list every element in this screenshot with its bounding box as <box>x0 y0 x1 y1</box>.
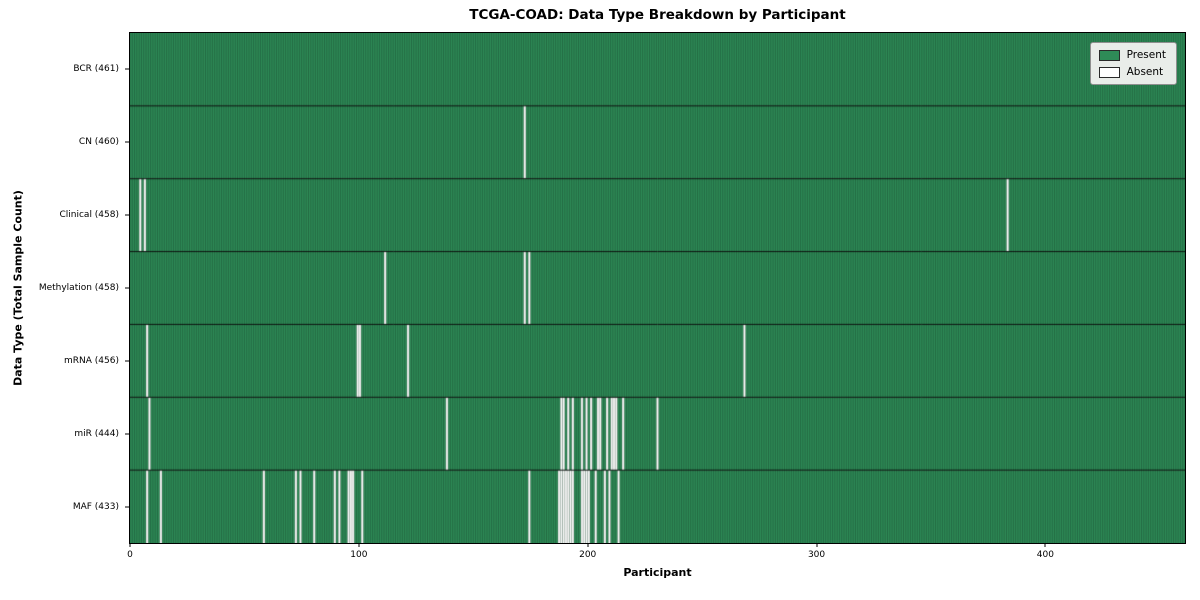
x-axis-label: Participant <box>623 566 692 579</box>
legend-item-present: Present <box>1098 49 1166 61</box>
y-tick-mark <box>125 214 129 216</box>
legend-item-absent: Absent <box>1098 66 1166 78</box>
legend-absent-label: Absent <box>1126 66 1164 78</box>
legend: Present Absent <box>1089 42 1177 85</box>
x-tick-mark <box>816 543 818 547</box>
x-tick-label: 400 <box>1036 550 1054 560</box>
present-swatch-icon <box>1098 49 1120 61</box>
x-tick-label: 0 <box>127 550 133 560</box>
y-tick-mark <box>125 68 129 70</box>
y-tick-label: CN (460) <box>78 137 119 148</box>
y-tick-mark <box>125 433 129 435</box>
y-tick-mark <box>125 287 129 289</box>
plot-area <box>128 31 1186 544</box>
y-tick-label: BCR (461) <box>73 64 119 75</box>
x-tick-mark <box>358 543 360 547</box>
y-tick-mark <box>125 141 129 143</box>
x-tick-mark <box>587 543 589 547</box>
y-tick-mark <box>125 360 129 362</box>
x-tick-label: 200 <box>579 550 597 560</box>
x-tick-mark <box>129 543 131 547</box>
x-tick-label: 300 <box>807 550 826 560</box>
y-tick-label: Clinical (458) <box>59 210 119 221</box>
absent-swatch-icon <box>1098 66 1120 78</box>
y-axis-ticks: BCR (461) CN (460) Clinical (458) Methylati… <box>0 33 129 543</box>
y-tick-label: Methylation (458) <box>38 283 119 293</box>
y-tick-label: MAF (433) <box>72 501 119 512</box>
x-tick-mark <box>1044 543 1046 547</box>
x-axis-ticks: 0 100 200 300 400 <box>127 543 1185 565</box>
y-tick-label: miR (444) <box>74 428 119 439</box>
legend-present-label: Present <box>1126 49 1166 61</box>
y-tick-mark <box>125 506 129 508</box>
chart-title: TCGA-COAD: Data Type Breakdown by Partic… <box>469 7 846 23</box>
x-tick-label: 100 <box>350 550 368 560</box>
y-tick-label: mRNA (456) <box>64 355 119 366</box>
heatmap-canvas <box>129 32 1185 543</box>
